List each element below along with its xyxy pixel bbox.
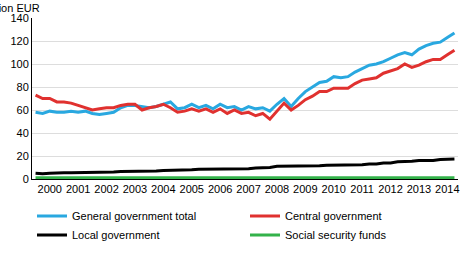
svg-text:2010: 2010 <box>322 183 346 195</box>
svg-text:2006: 2006 <box>208 183 232 195</box>
svg-text:2002: 2002 <box>94 183 118 195</box>
svg-text:120: 120 <box>10 35 28 47</box>
svg-text:2000: 2000 <box>38 183 62 195</box>
svg-text:60: 60 <box>17 104 29 116</box>
svg-text:2011: 2011 <box>350 183 374 195</box>
svg-text:140: 140 <box>10 12 28 24</box>
svg-text:2007: 2007 <box>236 183 260 195</box>
svg-text:General government total: General government total <box>72 210 196 222</box>
svg-text:Social security funds: Social security funds <box>285 229 386 241</box>
svg-text:40: 40 <box>17 127 29 139</box>
svg-text:80: 80 <box>17 81 29 93</box>
svg-text:Billion EUR: Billion EUR <box>0 2 40 14</box>
svg-text:2005: 2005 <box>180 183 204 195</box>
svg-text:2003: 2003 <box>123 183 147 195</box>
svg-text:2008: 2008 <box>265 183 289 195</box>
svg-text:Central government: Central government <box>285 210 382 222</box>
svg-text:Local government: Local government <box>72 229 159 241</box>
svg-text:2013: 2013 <box>407 183 431 195</box>
svg-text:2001: 2001 <box>66 183 90 195</box>
svg-text:2004: 2004 <box>151 183 175 195</box>
svg-text:20: 20 <box>17 150 29 162</box>
svg-text:2012: 2012 <box>378 183 402 195</box>
svg-text:2014: 2014 <box>435 183 459 195</box>
svg-text:100: 100 <box>10 58 28 70</box>
svg-text:2009: 2009 <box>293 183 317 195</box>
svg-text:0: 0 <box>23 173 29 185</box>
